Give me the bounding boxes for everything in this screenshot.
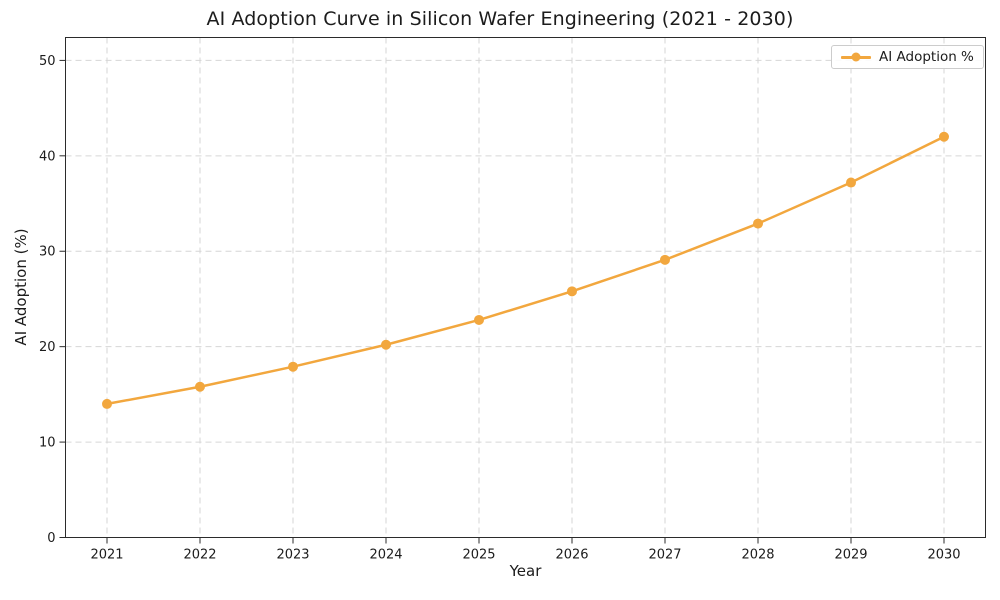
legend-line-marker-icon bbox=[841, 52, 871, 62]
y-tick-label: 30 bbox=[39, 245, 56, 260]
x-axis-label: Year bbox=[509, 562, 542, 580]
legend-marker-dot bbox=[851, 52, 861, 62]
x-tick-label: 2028 bbox=[741, 548, 774, 563]
y-tick-label: 10 bbox=[39, 436, 56, 451]
x-tick-label: 2022 bbox=[183, 548, 216, 563]
data-point bbox=[753, 218, 763, 229]
y-tick-label: 0 bbox=[47, 531, 55, 546]
x-tick-label: 2021 bbox=[90, 548, 123, 563]
y-tick-label: 40 bbox=[39, 149, 56, 164]
data-point bbox=[474, 314, 484, 325]
data-point bbox=[660, 254, 670, 265]
x-tick-label: 2029 bbox=[834, 548, 867, 563]
x-tick-label: 2026 bbox=[555, 548, 588, 563]
axes-spines bbox=[65, 37, 986, 538]
x-tick-label: 2030 bbox=[927, 548, 960, 563]
data-point bbox=[195, 381, 205, 392]
data-point bbox=[567, 286, 577, 297]
chart-title: AI Adoption Curve in Silicon Wafer Engin… bbox=[206, 8, 794, 30]
data-point bbox=[381, 339, 391, 350]
data-point bbox=[288, 361, 298, 372]
y-tick-label: 50 bbox=[39, 54, 56, 69]
legend: AI Adoption % bbox=[831, 45, 984, 69]
data-point bbox=[102, 398, 112, 409]
x-tick-label: 2027 bbox=[648, 548, 681, 563]
y-tick-label: 20 bbox=[39, 340, 56, 355]
y-axis-label: AI Adoption (%) bbox=[12, 228, 30, 346]
legend-label: AI Adoption % bbox=[879, 49, 974, 65]
x-tick-label: 2023 bbox=[276, 548, 309, 563]
data-point bbox=[846, 177, 856, 188]
x-tick-label: 2025 bbox=[462, 548, 495, 563]
data-point bbox=[939, 131, 949, 142]
series-line bbox=[105, 135, 946, 406]
x-tick-label: 2024 bbox=[369, 548, 402, 563]
